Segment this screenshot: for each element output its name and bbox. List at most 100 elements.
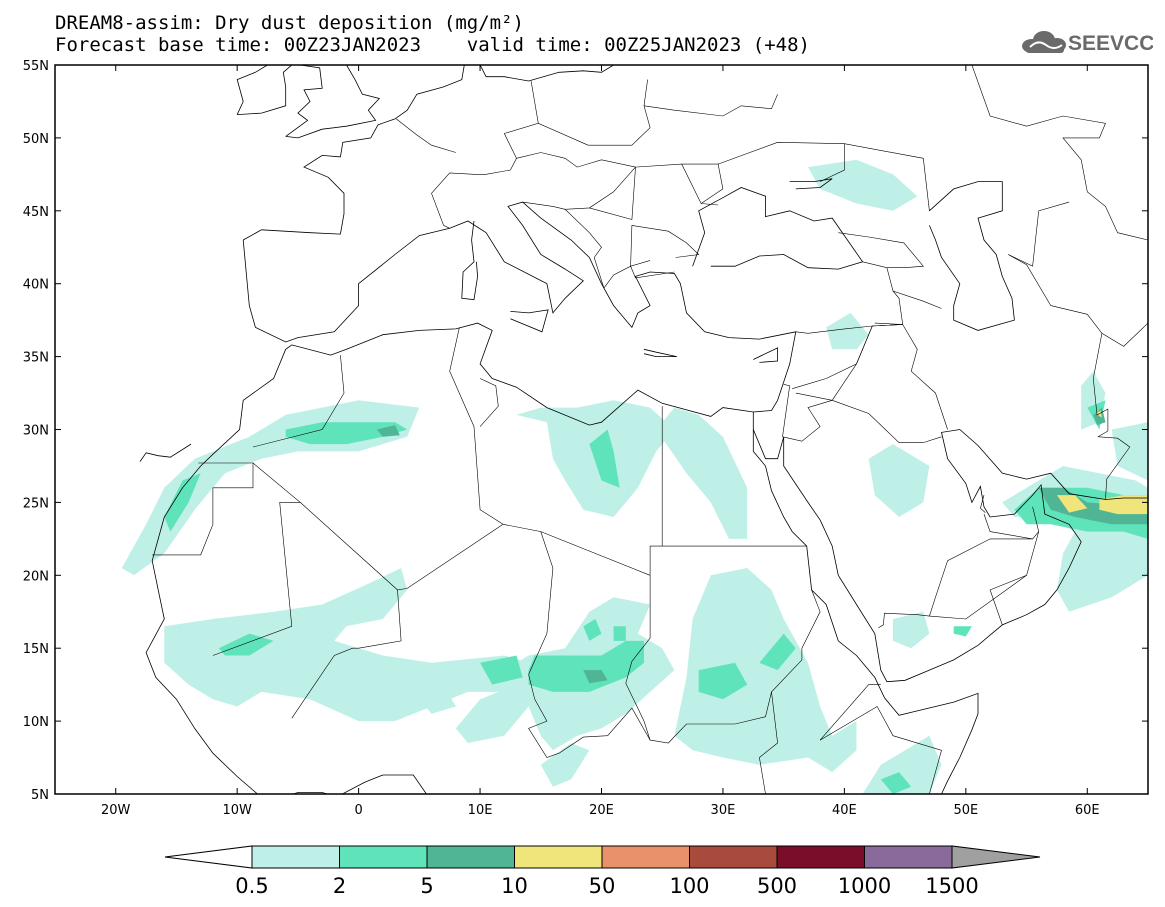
colorbar-swatch xyxy=(339,845,428,869)
coastline xyxy=(752,429,979,794)
colorbar-label: 1500 xyxy=(925,874,978,898)
colorbar-label: 500 xyxy=(757,874,797,898)
country-border xyxy=(300,502,504,591)
lat-tick-label: 30N xyxy=(23,424,49,439)
country-border xyxy=(588,79,651,146)
lat-tick-label: 15N xyxy=(23,642,49,657)
country-border xyxy=(1008,254,1148,347)
country-border xyxy=(212,462,302,656)
colorbar-swatch xyxy=(601,845,690,869)
colorbar-swatch xyxy=(864,845,953,869)
dust-region xyxy=(953,626,972,637)
lat-tick-label: 45N xyxy=(23,205,49,220)
colorbar-legend: 0.5 2 5 10 50 100 500 1000 1500 xyxy=(164,845,1041,898)
dust-deposition-shading xyxy=(121,159,1148,794)
lat-tick-label: 50N xyxy=(23,132,49,147)
country-border xyxy=(589,163,719,220)
dust-region xyxy=(419,684,456,714)
coastline xyxy=(236,65,293,115)
lon-tick-label: 10E xyxy=(468,803,493,818)
dust-region xyxy=(880,772,912,794)
country-border xyxy=(832,400,942,443)
lon-tick-label: 40E xyxy=(832,803,857,818)
coastline xyxy=(479,65,614,82)
dust-region xyxy=(540,743,590,787)
dust-region xyxy=(808,159,918,211)
country-border xyxy=(630,225,700,267)
lat-tick-label: 55N xyxy=(23,59,49,74)
coastline xyxy=(510,309,549,333)
colorbar-under-triangle xyxy=(164,845,253,869)
lon-tick-label: 60E xyxy=(1075,803,1100,818)
dust-region xyxy=(528,640,644,692)
dust-region xyxy=(868,444,930,517)
country-border xyxy=(874,322,903,325)
country-border xyxy=(538,123,589,146)
dust-region xyxy=(893,611,930,649)
country-border xyxy=(782,392,833,442)
country-border xyxy=(503,524,554,675)
coastline xyxy=(692,187,864,270)
country-border xyxy=(759,691,794,794)
colorbar-swatch xyxy=(426,845,515,869)
coastline xyxy=(643,348,677,358)
lat-tick-label: 10N xyxy=(23,715,49,730)
country-border xyxy=(971,65,1148,241)
lon-tick-label: 20E xyxy=(589,803,614,818)
dust-region xyxy=(674,568,857,773)
lat-tick-label: 35N xyxy=(23,351,49,366)
country-border xyxy=(819,684,881,741)
colorbar-label: 100 xyxy=(669,874,709,898)
colorbar-over-triangle xyxy=(951,845,1041,869)
country-border xyxy=(522,201,602,258)
country-border xyxy=(479,378,499,427)
colorbar-label: 5 xyxy=(420,874,433,898)
coastline xyxy=(752,412,1148,683)
coastline xyxy=(285,65,381,139)
country-border xyxy=(681,163,724,204)
colorbar-swatch xyxy=(251,845,340,869)
country-border xyxy=(782,384,791,437)
country-border xyxy=(593,257,675,289)
lon-tick-label: 10W xyxy=(222,803,252,818)
country-border xyxy=(886,267,942,309)
map-title: DREAM8-assim: Dry dust deposition (mg/m²… xyxy=(55,12,524,34)
coastline xyxy=(145,201,797,794)
coastline xyxy=(243,65,465,241)
country-border xyxy=(649,545,663,576)
colorbar-label: 10 xyxy=(501,874,528,898)
lat-tick-label: 20N xyxy=(23,569,49,584)
country-border xyxy=(838,232,924,269)
dust-region xyxy=(583,670,608,684)
dust-region xyxy=(698,662,748,700)
dust-region xyxy=(218,633,274,656)
colorbar-swatch xyxy=(776,845,865,869)
colorbar-label: 2 xyxy=(333,874,346,898)
logo-text: SEEVCCC xyxy=(1068,32,1153,55)
cloud-icon xyxy=(1022,31,1066,53)
country-border xyxy=(1008,201,1070,267)
dust-region xyxy=(583,619,602,641)
country-border xyxy=(252,355,345,448)
country-border xyxy=(844,143,930,211)
colorbar-label: 50 xyxy=(589,874,616,898)
axis-ticks: 55N 50N 45N 40N 35N 30N 25N 20N 15N 10N 5N 20W 10W 0 1… xyxy=(23,59,1148,818)
country-border xyxy=(878,575,1027,629)
dust-region xyxy=(480,655,523,685)
coastline xyxy=(461,220,479,301)
country-borders xyxy=(152,65,1148,794)
dust-region xyxy=(164,473,201,532)
seevccc-logo: SEEVCCC xyxy=(1022,31,1153,55)
dust-region xyxy=(1056,495,1088,513)
country-border xyxy=(819,706,942,794)
colorbar-swatch xyxy=(514,845,603,869)
map-subtitle-times: Forecast base time: 00Z23JAN2023 valid t… xyxy=(55,34,810,56)
coastline xyxy=(753,347,778,363)
country-border xyxy=(291,589,402,719)
dust-region xyxy=(759,633,796,671)
country-border xyxy=(540,531,651,576)
country-border xyxy=(856,324,948,430)
lat-tick-label: 5N xyxy=(31,788,49,803)
dust-region xyxy=(589,429,620,488)
lon-tick-label: 50E xyxy=(953,803,978,818)
